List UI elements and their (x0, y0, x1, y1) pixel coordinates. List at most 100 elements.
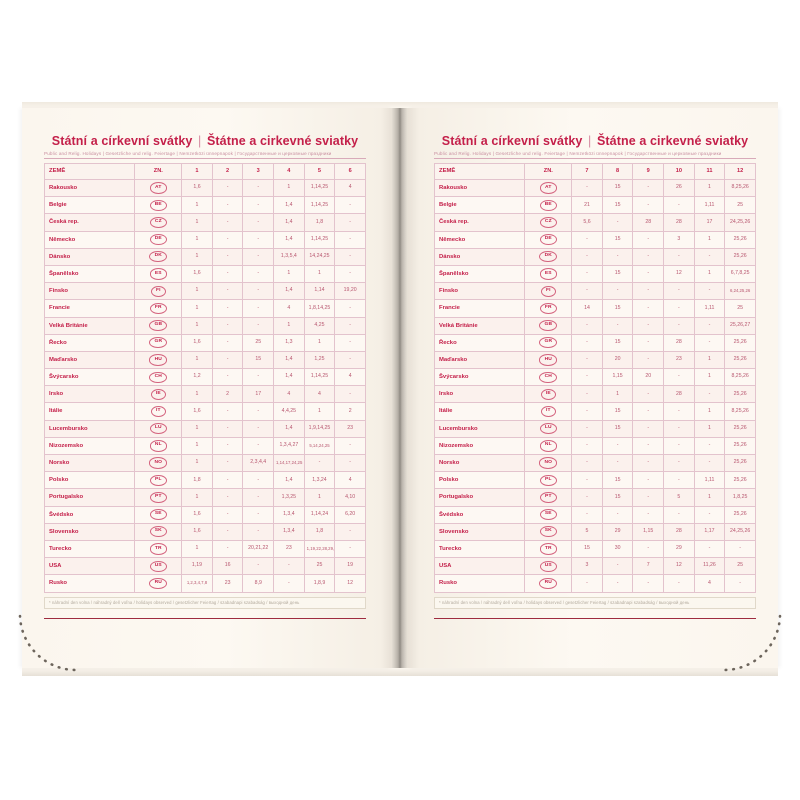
table-row: Velká Británie GB 1- -1 4,25- (43, 316, 366, 335)
cell-holiday-days: 1,4 (273, 350, 305, 370)
cell-country: Maďarsko (43, 350, 136, 370)
cell-country: Dánsko (43, 247, 136, 266)
cell-holiday-days: 1 (181, 213, 213, 232)
country-code-badge: PL (539, 474, 557, 486)
cell-country: Turecko (43, 539, 136, 559)
cell-holiday-days: 23 (334, 419, 366, 438)
column-header-country: ZEMĚ (433, 163, 526, 180)
cell-holiday-days: - (663, 247, 695, 266)
cell-country-code: DK (524, 247, 573, 266)
cell-holiday-days: 1 (693, 402, 726, 421)
cell-holiday-days: 17 (693, 213, 726, 232)
cell-holiday-days: 1 (693, 350, 726, 370)
table-row: Polsko PL 1,8- -1,4 1,3,24 4 (43, 471, 366, 490)
cell-holiday-days: - (211, 299, 244, 318)
cell-holiday-days: 25,26 (724, 505, 756, 524)
country-code-badge: ES (539, 268, 557, 280)
cell-holiday-days: - (724, 574, 756, 593)
cell-holiday-days: - (334, 316, 366, 335)
table-row: Norsko NO 1-2,3,4,4 1,14,17,24,25- - (43, 453, 366, 473)
cell-holiday-days: 26 (663, 178, 695, 198)
cell-holiday-days: 1 (181, 196, 213, 215)
cell-holiday-days: 23 (663, 350, 695, 370)
cell-holiday-days: - (303, 453, 336, 473)
cell-country-code: LU (134, 419, 183, 438)
cell-country-code: ES (134, 264, 183, 284)
cell-holiday-days: 15 (601, 196, 634, 215)
cell-holiday-days: 25 (303, 557, 336, 576)
cell-holiday-days: 1,14,24 (303, 505, 336, 524)
cell-country-code: GR (134, 333, 183, 352)
cell-holiday-days: - (601, 247, 634, 266)
cell-holiday-days: 3 (663, 230, 695, 249)
cell-holiday-days: - (571, 247, 603, 266)
cell-holiday-days: 1 (181, 350, 213, 370)
country-code-badge: LU (539, 423, 557, 435)
left-page: Státní a církevní svátky | Štátne a cirk… (18, 108, 392, 672)
page-title-separator: | (198, 134, 202, 148)
cell-country-code: HU (524, 350, 573, 370)
cell-country-code: BE (134, 196, 183, 215)
cell-country: Švédsko (433, 505, 526, 524)
cell-holiday-days: 17 (242, 385, 275, 404)
country-code-badge: CH (149, 371, 168, 383)
table-row: Řecko GR 1,6-25 1,3 1- (43, 333, 366, 352)
table-row: Belgie BE 1- -1,4 1,14,25- (43, 196, 366, 215)
cell-holiday-days: - (663, 436, 695, 456)
table-row: Finsko FI - - - - -6,24,25,26 (433, 282, 756, 301)
table-row: Itálie IT 1,6- -4,4,25 1 2 (43, 402, 366, 421)
cell-holiday-days: 8,9 (242, 574, 275, 593)
column-header-month-11: 11 (693, 163, 726, 180)
country-code-badge: SK (539, 526, 558, 538)
cell-country: Francie (43, 299, 136, 318)
country-code-badge: FR (149, 302, 167, 315)
cell-holiday-days: 8,25,26 (724, 178, 756, 198)
cell-holiday-days: 1,11 (693, 196, 726, 215)
cell-holiday-days: 25,26 (724, 436, 756, 456)
cell-holiday-days: 1,3,4 (273, 522, 305, 541)
cell-holiday-days: - (334, 264, 366, 284)
cell-country-code: FI (134, 282, 183, 301)
column-header-month-1: 1 (181, 163, 213, 180)
cell-holiday-days: - (242, 247, 275, 266)
cell-holiday-days: 1 (181, 436, 213, 456)
cell-holiday-days: - (663, 402, 695, 421)
cell-holiday-days: 8,25,26 (724, 368, 756, 387)
country-code-badge: NL (539, 440, 557, 452)
cell-holiday-days: - (632, 316, 665, 335)
cell-holiday-days: 15 (601, 471, 634, 490)
cell-holiday-days: 1,6 (181, 505, 213, 524)
page-bottom-edge (22, 668, 778, 676)
cell-holiday-days: 1 (693, 419, 726, 438)
cell-country: Maďarsko (433, 350, 526, 370)
cell-country-code: CH (134, 368, 183, 387)
cell-holiday-days: - (632, 385, 665, 404)
cell-country: Lucembursko (43, 419, 136, 438)
cell-holiday-days: - (242, 471, 275, 490)
cell-holiday-days: - (693, 316, 726, 335)
cell-holiday-days: 1,2 (181, 368, 213, 387)
cell-holiday-days: 25,26 (724, 350, 756, 370)
cell-holiday-days: - (242, 402, 275, 421)
cell-holiday-days: 25,26 (724, 333, 756, 352)
cell-holiday-days: - (334, 436, 366, 456)
cell-holiday-days: 25 (724, 557, 756, 576)
cell-holiday-days: - (334, 299, 366, 318)
table-row: Portugalsko PT -15-5 1 1,8,25 (433, 488, 756, 507)
country-code-badge: GB (539, 319, 558, 332)
cell-country-code: NO (134, 453, 183, 473)
cell-country: Slovensko (43, 522, 136, 541)
cell-holiday-days: 15 (601, 264, 634, 284)
country-code-badge: GB (149, 319, 168, 332)
country-code-badge: SE (149, 509, 167, 521)
cell-holiday-days: - (632, 488, 665, 507)
cell-holiday-days: 1 (693, 368, 726, 387)
cell-country: Polsko (43, 471, 136, 490)
cell-country-code: ES (524, 264, 573, 284)
cell-country: Lucembursko (433, 419, 526, 438)
country-code-badge: PL (149, 474, 167, 486)
cell-holiday-days: - (632, 350, 665, 370)
column-header-month-4: 4 (273, 163, 305, 180)
cell-holiday-days: 1,4 (273, 368, 305, 387)
cell-country-code: IT (524, 402, 573, 421)
